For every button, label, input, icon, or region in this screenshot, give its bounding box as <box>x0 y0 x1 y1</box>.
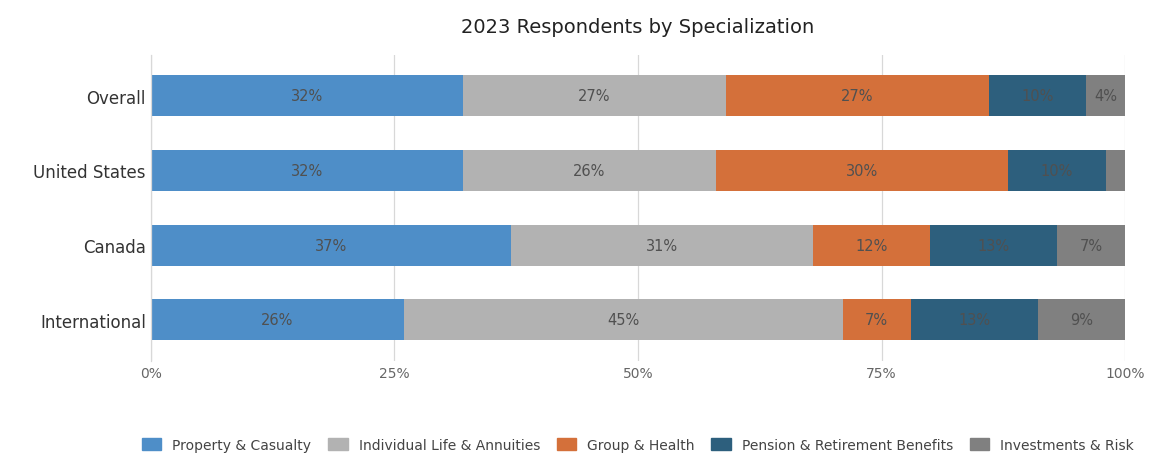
Legend: Property & Casualty, Individual Life & Annuities, Group & Health, Pension & Reti: Property & Casualty, Individual Life & A… <box>142 438 1134 452</box>
Bar <box>151 300 404 341</box>
Bar <box>842 300 911 341</box>
Bar <box>988 76 1086 117</box>
Bar <box>151 225 512 266</box>
Title: 2023 Respondents by Specialization: 2023 Respondents by Specialization <box>462 19 814 38</box>
Text: 26%: 26% <box>573 163 606 179</box>
Text: 31%: 31% <box>646 238 679 253</box>
Text: 13%: 13% <box>958 313 991 328</box>
Text: 10%: 10% <box>1021 89 1053 104</box>
Bar <box>1105 150 1134 192</box>
Text: 26%: 26% <box>261 313 293 328</box>
Bar <box>1057 225 1125 266</box>
Bar <box>911 300 1037 341</box>
Text: 27%: 27% <box>578 89 610 104</box>
Text: 32%: 32% <box>290 89 322 104</box>
Bar <box>726 76 988 117</box>
Bar <box>930 225 1057 266</box>
Text: 10%: 10% <box>1041 163 1073 179</box>
Text: 7%: 7% <box>1080 238 1103 253</box>
Text: 12%: 12% <box>856 238 889 253</box>
Text: 13%: 13% <box>978 238 1009 253</box>
Bar <box>463 76 726 117</box>
Bar <box>404 300 842 341</box>
Text: 4%: 4% <box>1094 89 1117 104</box>
Text: 32%: 32% <box>290 163 322 179</box>
Text: 45%: 45% <box>607 313 639 328</box>
Bar <box>151 76 463 117</box>
Text: 9%: 9% <box>1070 313 1093 328</box>
Text: 7%: 7% <box>865 313 889 328</box>
Bar <box>716 150 1008 192</box>
Bar <box>151 150 463 192</box>
Bar <box>512 225 813 266</box>
Bar <box>463 150 716 192</box>
Bar <box>1008 150 1105 192</box>
Bar <box>1086 76 1125 117</box>
Bar <box>1037 300 1125 341</box>
Bar <box>813 225 930 266</box>
Text: 30%: 30% <box>846 163 878 179</box>
Text: 27%: 27% <box>841 89 873 104</box>
Text: 37%: 37% <box>314 238 347 253</box>
